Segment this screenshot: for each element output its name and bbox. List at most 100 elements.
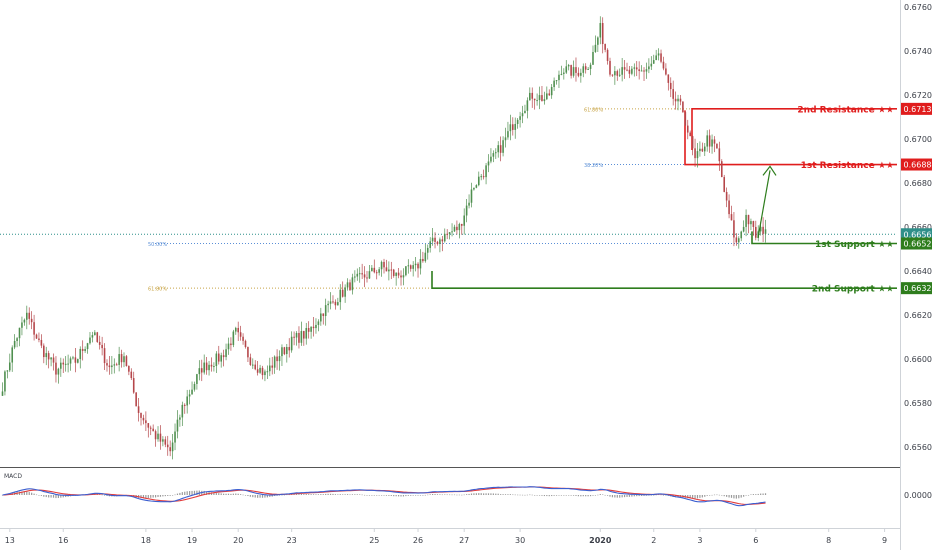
macd-hist-bar: [697, 495, 698, 498]
candle-body: [118, 354, 120, 365]
candle-body: [92, 335, 94, 337]
candle-body: [135, 393, 137, 407]
macd-hist-bar: [571, 495, 572, 496]
candle-body: [194, 384, 196, 390]
macd-hist-bar: [379, 495, 380, 496]
macd-hist-bar: [507, 494, 508, 495]
macd-hist-bar: [728, 495, 729, 497]
macd-hist-bar: [221, 493, 222, 495]
candle-body: [592, 52, 594, 65]
candle-body: [565, 66, 567, 72]
candle-body: [417, 264, 419, 269]
candle-body: [740, 232, 742, 239]
macd-hist-bar: [29, 492, 30, 495]
macd-hist-bar: [524, 495, 525, 496]
macd-hist-bar: [325, 494, 326, 495]
macd-hist-bar: [315, 494, 316, 495]
candle-body: [322, 313, 324, 316]
macd-hist-bar: [413, 495, 414, 496]
candle-body: [456, 227, 458, 230]
candle-body: [325, 305, 327, 316]
macd-hist-bar: [230, 494, 231, 495]
macd-hist-bar: [162, 495, 163, 496]
macd-hist-bar: [403, 495, 404, 496]
macd-hist-bar: [439, 494, 440, 495]
candle-body: [510, 124, 512, 131]
macd-hist-bar: [225, 494, 226, 495]
candle-body: [386, 267, 388, 271]
macd-hist-bar: [481, 493, 482, 495]
candle-body: [308, 328, 310, 332]
macd-hist-bar: [415, 495, 416, 496]
candle-body: [9, 363, 11, 371]
macd-hist-bar: [716, 495, 717, 496]
macd-hist-bar: [612, 495, 613, 497]
candle-body: [381, 262, 383, 269]
macd-hist-bar: [172, 495, 173, 496]
candle-body: [24, 320, 26, 323]
macd-hist-bar: [473, 493, 474, 495]
macd-hist-bar: [653, 495, 654, 496]
macd-hist-bar: [102, 495, 103, 496]
x-tick-label: 30: [515, 536, 525, 545]
macd-hist-bar: [58, 495, 59, 498]
candle-body: [43, 346, 45, 357]
macd-label: MACD: [4, 473, 22, 480]
candle-body: [254, 365, 256, 370]
candle-body: [461, 224, 463, 226]
macd-hist-bar: [376, 495, 377, 496]
candle-body: [376, 272, 378, 273]
candle-body: [305, 328, 307, 339]
candle-body: [242, 337, 244, 341]
price-tag-resistance-1: 0.66884: [904, 161, 932, 170]
macd-hist-bar: [41, 495, 42, 496]
candle-body: [655, 55, 657, 60]
macd-hist-bar: [451, 495, 452, 496]
macd-hist-bar: [242, 495, 243, 496]
candle-body: [597, 37, 599, 44]
candle-body: [495, 152, 497, 153]
candle-body: [99, 342, 101, 345]
macd-hist-bar: [464, 495, 465, 496]
candle-body: [77, 359, 79, 363]
macd-hist-bar: [153, 495, 154, 498]
x-tick-label: 16: [58, 536, 68, 545]
candle-body: [286, 347, 288, 354]
macd-hist-bar: [255, 495, 256, 498]
macd-hist-bar: [449, 494, 450, 495]
macd-hist-bar: [354, 494, 355, 495]
candle-body: [364, 274, 366, 277]
macd-hist-bar: [765, 493, 766, 495]
macd-hist-bar: [442, 494, 443, 495]
macd-hist-bar: [558, 495, 559, 496]
candle-body: [123, 356, 125, 362]
candle-body: [320, 313, 322, 321]
candle-body: [527, 100, 529, 111]
macd-hist-bar: [726, 495, 727, 497]
candle-body: [743, 227, 745, 232]
candle-body: [719, 148, 721, 161]
fib-label: 61.80%: [148, 287, 167, 293]
macd-hist-bar: [617, 495, 618, 498]
candle-body: [505, 137, 507, 140]
candle-body: [235, 328, 237, 332]
macd-hist-bar: [573, 495, 574, 496]
candle-body: [274, 357, 276, 368]
macd-hist-bar: [733, 495, 734, 498]
candle-body: [500, 145, 502, 153]
candle-body: [79, 349, 81, 359]
macd-hist-bar: [750, 494, 751, 495]
macd-hist-bar: [167, 495, 168, 496]
candle-body: [420, 259, 422, 268]
candle-body: [332, 301, 334, 302]
fib-label: 50.00%: [148, 242, 167, 248]
macd-hist-bar: [537, 495, 538, 496]
candle-body: [65, 364, 67, 365]
candle-body: [233, 332, 235, 346]
x-tick-label: 13: [5, 536, 15, 545]
macd-hist-bar: [233, 494, 234, 495]
